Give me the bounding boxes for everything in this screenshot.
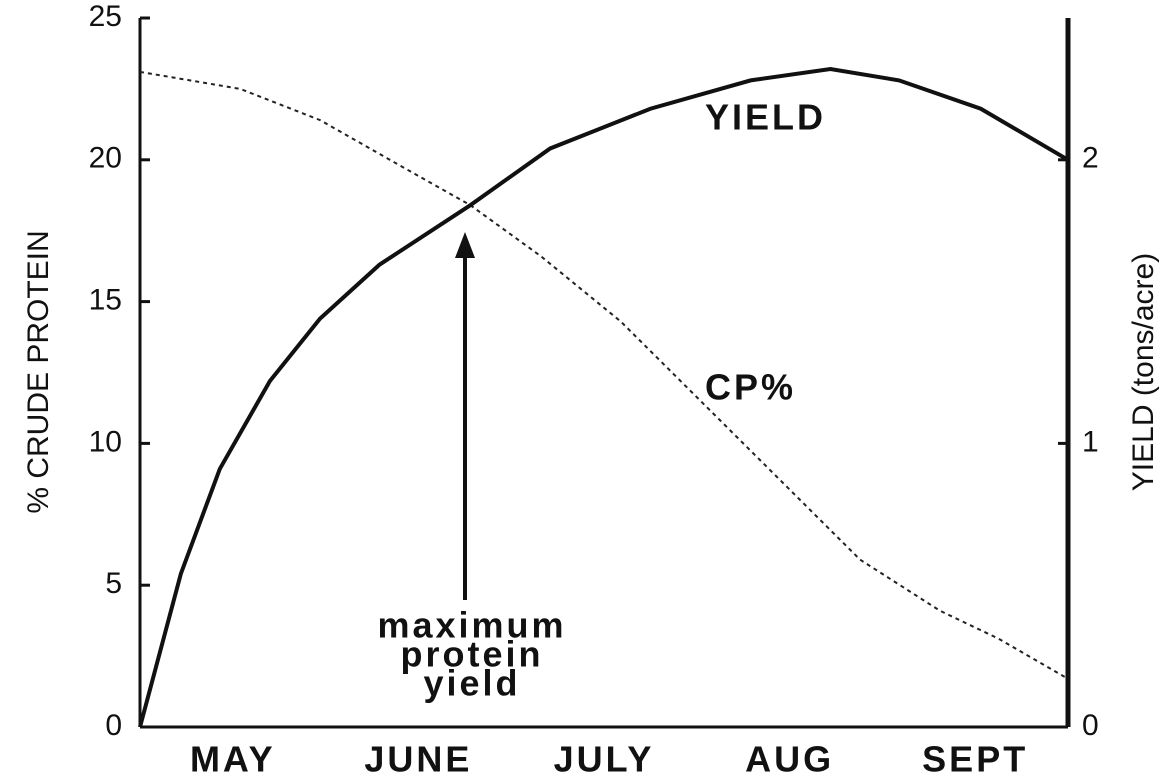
y-tick-label: 15 [89, 284, 122, 317]
y-tick-label: 20 [89, 142, 122, 175]
series-label: YIELD [705, 97, 826, 138]
x-tick-label: MAY [190, 739, 276, 778]
series-label: CP% [705, 367, 796, 408]
line [139, 70, 1069, 680]
x-tick-label: SEPT [922, 739, 1028, 778]
y-tick-label: 5 [105, 567, 122, 600]
y2-tick-label: 1 [1082, 425, 1099, 458]
annotation: maximum [377, 605, 566, 646]
y-tick-label: 10 [89, 425, 122, 458]
x-tick-label: AUG [745, 739, 834, 778]
line [138, 67, 1070, 728]
x-tick-label: JULY [554, 739, 655, 778]
y2-axis-label: YIELD (tons/acre) [1127, 253, 1160, 491]
y2-tick-label: 2 [1082, 142, 1099, 175]
x-tick-label: JUNE [364, 739, 472, 778]
annotation: yield [423, 663, 520, 704]
y-tick-label: 0 [105, 709, 122, 742]
y-tick-label: 25 [89, 0, 122, 33]
arrow-head [455, 232, 475, 258]
annotation: protein [401, 634, 544, 675]
y-axis-label: % CRUDE PROTEIN [22, 230, 55, 513]
y2-tick-label: 0 [1082, 709, 1099, 742]
